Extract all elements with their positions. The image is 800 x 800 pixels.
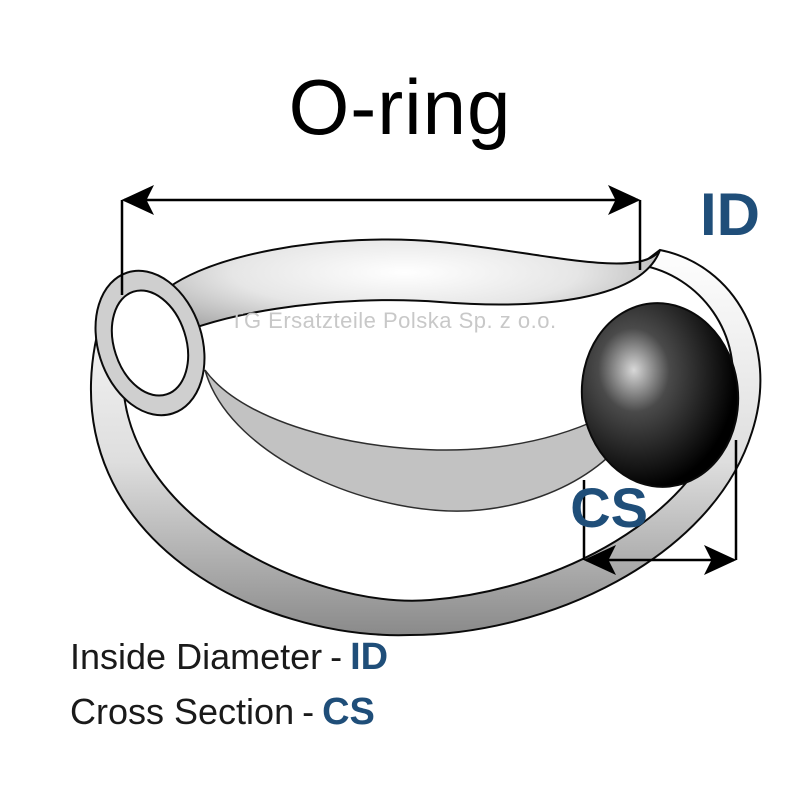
legend-separator: - [302, 686, 314, 738]
legend-id-label: Inside Diameter [70, 631, 322, 683]
legend-cs-abbr: CS [322, 685, 375, 740]
diagram-title: O-ring [0, 62, 800, 153]
legend-row-id: Inside Diameter - ID [70, 630, 388, 685]
cs-label: CS [570, 475, 648, 540]
legend-id-abbr: ID [350, 630, 388, 685]
watermark-text: TG Ersatzteile Polska Sp. z o.o. [230, 308, 557, 334]
legend: Inside Diameter - ID Cross Section - CS [70, 630, 388, 740]
legend-separator: - [330, 631, 342, 683]
legend-row-cs: Cross Section - CS [70, 685, 388, 740]
id-label: ID [700, 180, 760, 249]
diagram-canvas: O-ring ID CS TG Ersatzteile Polska Sp. z… [0, 0, 800, 800]
legend-cs-label: Cross Section [70, 686, 294, 738]
